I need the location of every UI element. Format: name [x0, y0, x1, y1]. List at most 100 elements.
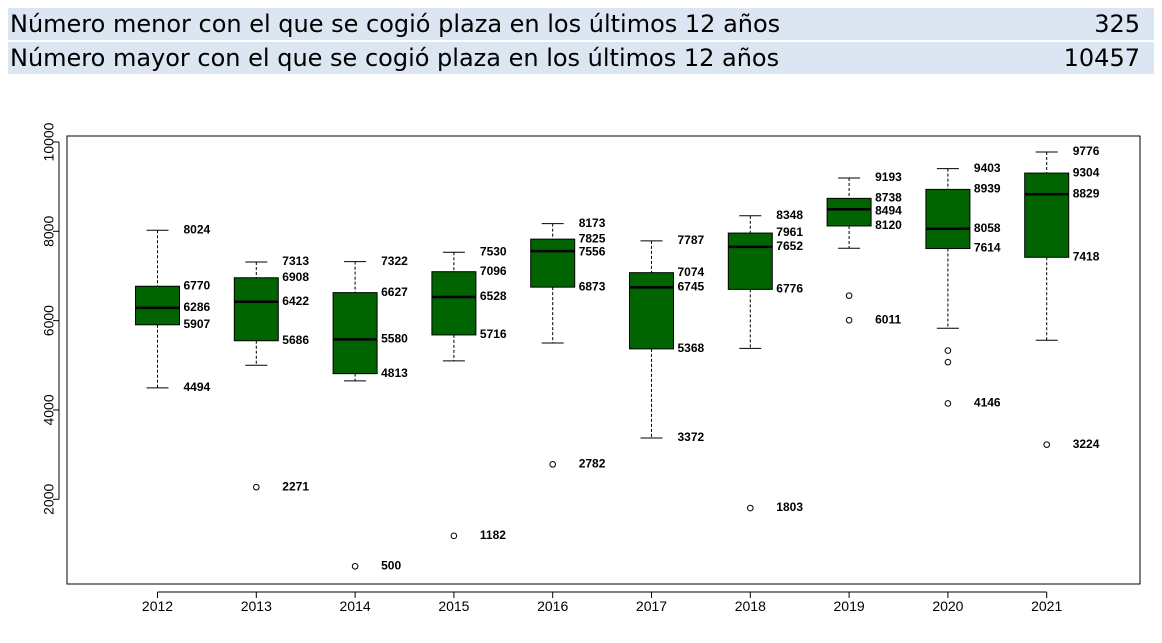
- value-label: 2271: [282, 479, 309, 493]
- summary-table: Número menor con el que se cogió plaza e…: [8, 8, 1154, 76]
- summary-label-max: Número mayor con el que se cogió plaza e…: [10, 44, 780, 72]
- box-iqr: [629, 272, 674, 350]
- box-2015: 7530 7096 6528 5716 1182: [431, 244, 507, 542]
- box-iqr: [925, 188, 971, 250]
- value-label: 5580: [381, 332, 408, 346]
- box-2014: 7322 6627 5580 4813 500: [332, 254, 408, 572]
- value-label: 7530: [480, 244, 507, 258]
- value-label: 4813: [381, 366, 408, 380]
- value-label: 6627: [381, 285, 408, 299]
- box-2013: 7313 6908 6422 5686 2271: [233, 254, 309, 493]
- value-label: 6908: [282, 270, 309, 284]
- box-iqr: [135, 285, 180, 326]
- value-label: 4494: [184, 380, 211, 394]
- value-label: 7074: [678, 265, 705, 279]
- value-label: 8024: [184, 222, 211, 236]
- box-2020: 9403 8939 8058 7614 4146: [925, 161, 1001, 410]
- value-label: 9776: [1073, 144, 1100, 158]
- summary-row-min: Número menor con el que se cogió plaza e…: [8, 8, 1154, 40]
- x-tick-label: 2017: [636, 598, 667, 614]
- y-tick-label: 10000: [41, 122, 57, 161]
- x-axis: 2012 2013 2014 2015 2016 2017 2018 2019 2020 2021: [142, 591, 1062, 614]
- box-iqr: [727, 232, 773, 290]
- value-label: 2782: [579, 457, 606, 471]
- box-iqr: [233, 277, 279, 342]
- value-label: 1182: [480, 528, 506, 542]
- y-tick-label: 2000: [41, 483, 57, 514]
- value-label: 5368: [678, 341, 705, 355]
- summary-row-max: Número mayor con el que se cogió plaza e…: [8, 42, 1154, 74]
- value-label: 8348: [776, 208, 803, 222]
- y-axis: 2000 4000 6000 8000 10000: [41, 122, 60, 515]
- box-2021: 9776 9304 8829 7418 3224: [1024, 144, 1100, 451]
- y-tick-label: 6000: [41, 305, 57, 336]
- outlier-point: [944, 358, 952, 366]
- value-label: 6873: [579, 279, 606, 293]
- plot-frame: [66, 135, 1141, 585]
- value-label: 8173: [579, 216, 606, 230]
- box-iqr: [530, 238, 576, 288]
- summary-label-min: Número menor con el que se cogió plaza e…: [10, 10, 781, 38]
- box-2012: 8024 6770 6286 5907 4494: [135, 222, 211, 394]
- value-label: 7961: [776, 225, 803, 239]
- box-iqr: [431, 271, 477, 336]
- value-label: 8939: [974, 182, 1001, 196]
- box-iqr: [826, 197, 872, 227]
- value-label: 3224: [1073, 437, 1100, 451]
- x-tick-label: 2014: [340, 598, 371, 614]
- value-label: 8120: [875, 218, 902, 232]
- box-iqr: [1024, 172, 1070, 258]
- value-label: 7556: [579, 244, 606, 258]
- outlier-point: [252, 483, 260, 491]
- value-label: 6745: [678, 280, 705, 294]
- value-label: 7313: [282, 254, 309, 268]
- value-label: 9304: [1073, 165, 1100, 179]
- value-label: 6770: [184, 278, 211, 292]
- value-label: 5907: [184, 317, 211, 331]
- x-tick-label: 2013: [241, 598, 272, 614]
- value-label: 7825: [579, 231, 606, 245]
- outlier-point: [845, 316, 853, 324]
- x-tick-label: 2020: [932, 598, 963, 614]
- outlier-point: [351, 562, 359, 570]
- value-label: 8829: [1073, 186, 1100, 200]
- y-tick-label: 8000: [41, 216, 57, 247]
- value-label: 5716: [480, 327, 507, 341]
- value-label: 500: [381, 558, 401, 572]
- x-tick-label: 2016: [537, 598, 568, 614]
- value-label: 6528: [480, 289, 507, 303]
- x-tick-label: 2012: [142, 598, 173, 614]
- x-tick-label: 2015: [438, 598, 469, 614]
- value-label: 5686: [282, 333, 309, 347]
- y-tick-label: 4000: [41, 394, 57, 425]
- outlier-point: [450, 532, 458, 540]
- value-label: 7322: [381, 254, 408, 268]
- value-label: 7614: [974, 241, 1001, 255]
- outlier-point: [944, 347, 952, 354]
- value-label: 3372: [678, 430, 705, 444]
- value-label: 1803: [776, 500, 803, 514]
- value-label: 7418: [1073, 249, 1100, 263]
- value-label: 4146: [974, 396, 1001, 410]
- box-iqr: [332, 292, 378, 375]
- value-label: 7652: [776, 239, 803, 253]
- value-label: 6422: [282, 294, 309, 308]
- value-label: 6286: [184, 300, 211, 314]
- value-label: 8494: [875, 204, 902, 218]
- value-label: 7096: [480, 264, 507, 278]
- x-tick-label: 2018: [735, 598, 766, 614]
- outlier-point: [1043, 441, 1050, 448]
- value-label: 7787: [678, 233, 705, 247]
- value-label: 6776: [776, 282, 803, 296]
- outlier-point: [944, 400, 952, 407]
- summary-value-min: 325: [1094, 10, 1140, 38]
- boxes-group: 8024 6770 6286 5907 4494 7313 6908 6422 5686 2271…: [135, 144, 1100, 572]
- x-tick-label: 2021: [1031, 598, 1062, 614]
- value-label: 9403: [974, 161, 1001, 175]
- outlier-point: [549, 461, 557, 468]
